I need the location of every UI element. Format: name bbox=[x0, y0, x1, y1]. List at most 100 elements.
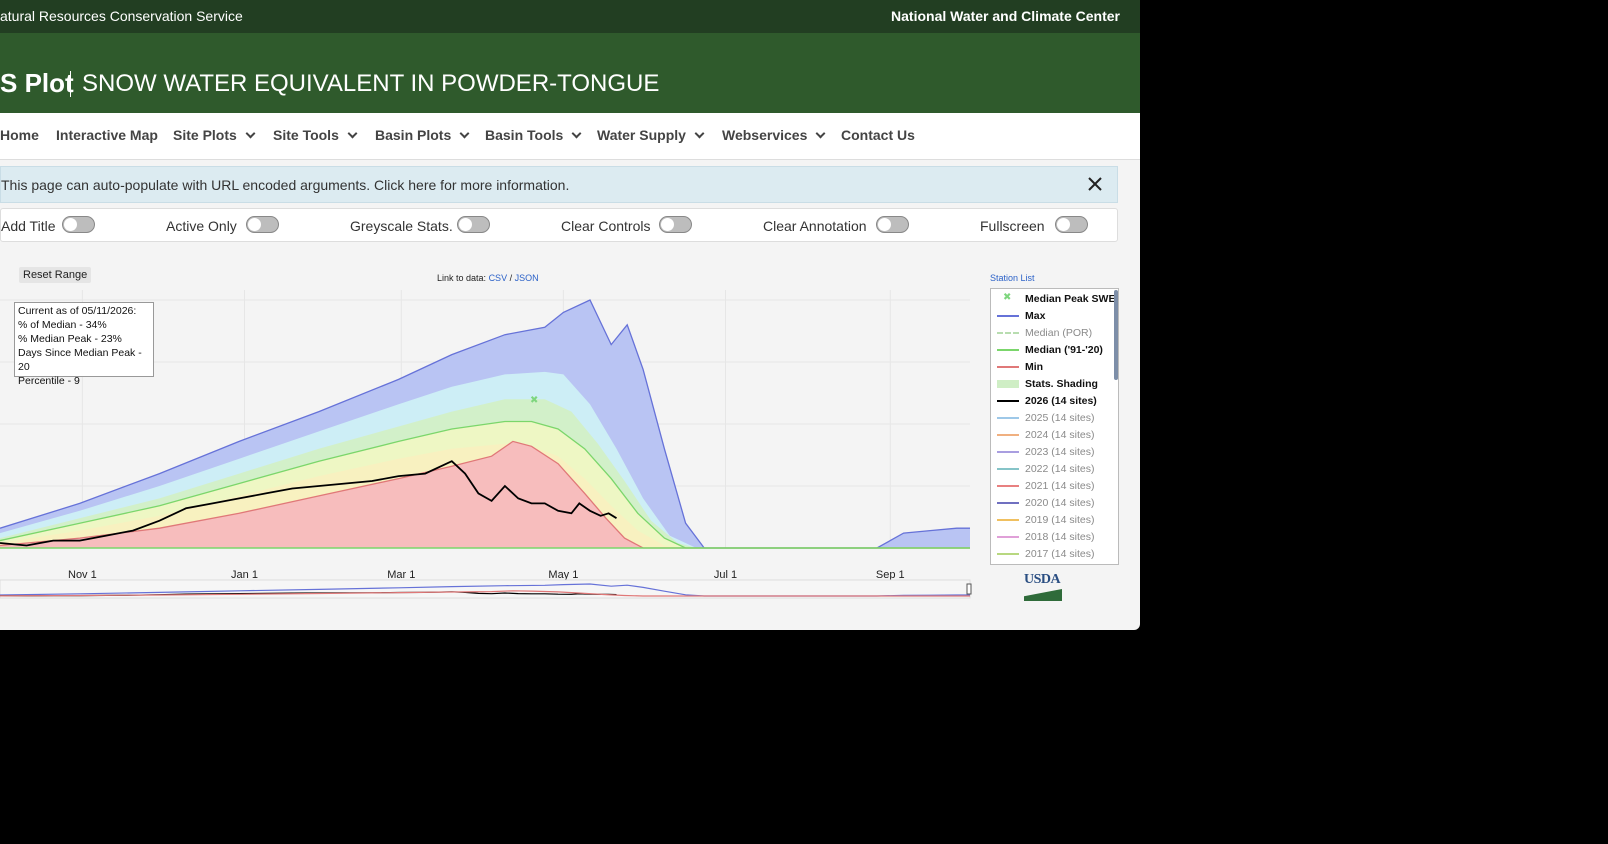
status-line: % of Median - 34% bbox=[18, 319, 107, 331]
info-text[interactable]: This page can auto-populate with URL enc… bbox=[1, 177, 570, 193]
status-line: Current as of 05/11/2026: bbox=[18, 305, 137, 317]
usda-logo: USDA bbox=[1024, 572, 1062, 602]
legend-item[interactable]: 2024 (14 sites) bbox=[991, 427, 1118, 444]
legend-item[interactable]: Stats. Shading bbox=[991, 376, 1118, 393]
legend-label: Max bbox=[1025, 310, 1046, 322]
legend-swatch bbox=[997, 315, 1019, 317]
legend-item[interactable]: Min bbox=[991, 359, 1118, 376]
nav-interactive-map[interactable]: Interactive Map bbox=[56, 127, 158, 143]
x-tick-label: May 1 bbox=[548, 569, 578, 581]
link-separator: / bbox=[509, 273, 513, 283]
close-icon[interactable] bbox=[1085, 174, 1105, 194]
legend-item[interactable]: 2021 (14 sites) bbox=[991, 478, 1118, 495]
toggle-bar: Add Title Active Only Greyscale Stats. C… bbox=[0, 208, 1118, 242]
title-divider bbox=[70, 71, 71, 97]
swe-chart[interactable]: ✖ Nov 1 Jan 1 Mar 1 May 1 Jul 1 Sep 1 bbox=[0, 280, 980, 620]
legend-item[interactable]: ✖ Median Peak SWE bbox=[991, 291, 1118, 308]
legend-label: 2026 (14 sites) bbox=[1025, 395, 1097, 407]
legend-item[interactable]: Max bbox=[991, 308, 1118, 325]
status-line: Percentile - 9 bbox=[18, 375, 80, 387]
legend-label: Min bbox=[1025, 361, 1044, 373]
toggle-knob bbox=[1057, 218, 1070, 231]
legend-swatch bbox=[997, 451, 1019, 453]
nav-contact-us[interactable]: Contact Us bbox=[841, 127, 915, 143]
legend-item[interactable]: 2026 (14 sites) bbox=[991, 393, 1118, 410]
toggle-knob bbox=[878, 218, 891, 231]
toggle-greyscale-stats[interactable] bbox=[457, 216, 490, 233]
reset-range-button[interactable]: Reset Range bbox=[19, 267, 92, 283]
legend-item[interactable]: 2019 (14 sites) bbox=[991, 512, 1118, 529]
legend-label: 2017 (14 sites) bbox=[1025, 548, 1095, 560]
legend-swatch bbox=[997, 502, 1019, 504]
nav-basin-plots[interactable]: Basin Plots bbox=[375, 127, 470, 143]
chevron-down-icon bbox=[571, 128, 582, 139]
legend-item[interactable]: 2020 (14 sites) bbox=[991, 495, 1118, 512]
toggle-label-clear-annotation: Clear Annotation bbox=[763, 218, 867, 234]
x-tick-label: Jul 1 bbox=[714, 569, 737, 581]
x-tick-label: Nov 1 bbox=[68, 569, 97, 581]
toggle-label-add-title: Add Title bbox=[1, 218, 56, 234]
toggle-knob bbox=[64, 218, 77, 231]
series-line bbox=[0, 299, 970, 549]
info-banner[interactable]: This page can auto-populate with URL enc… bbox=[0, 166, 1118, 203]
legend-label: 2022 (14 sites) bbox=[1025, 463, 1095, 475]
main-nav: Home Interactive Map Site Plots Site Too… bbox=[0, 113, 1140, 160]
legend-item[interactable]: 2023 (14 sites) bbox=[991, 444, 1118, 461]
link-to-data: Link to data: CSV / JSON bbox=[437, 273, 539, 283]
legend-label: 2018 (14 sites) bbox=[1025, 531, 1095, 543]
chart-legend: ✖ Median Peak SWE Max Median (POR) Median ('… bbox=[990, 288, 1119, 565]
legend-item[interactable]: Median (POR) bbox=[991, 325, 1118, 342]
station-list-link[interactable]: Station List bbox=[990, 273, 1035, 283]
legend-label: 2019 (14 sites) bbox=[1025, 514, 1095, 526]
nav-home[interactable]: Home bbox=[0, 127, 39, 143]
toggle-label-fullscreen: Fullscreen bbox=[980, 218, 1045, 234]
toggle-clear-annotation[interactable] bbox=[876, 216, 909, 233]
legend-scrollbar[interactable] bbox=[1114, 290, 1118, 380]
legend-marker-icon: ✖ bbox=[1003, 292, 1012, 303]
nav-basin-tools[interactable]: Basin Tools bbox=[485, 127, 582, 143]
toggle-knob bbox=[459, 218, 472, 231]
legend-swatch bbox=[997, 417, 1019, 419]
status-box: Current as of 05/11/2026: % of Median - … bbox=[14, 302, 154, 387]
chevron-down-icon bbox=[694, 128, 705, 139]
legend-item[interactable]: Median ('91-'20) bbox=[991, 342, 1118, 359]
nav-site-tools[interactable]: Site Tools bbox=[273, 127, 358, 143]
nav-site-plots[interactable]: Site Plots bbox=[173, 127, 256, 143]
toggle-add-title[interactable] bbox=[62, 216, 95, 233]
legend-swatch bbox=[997, 400, 1019, 402]
legend-swatch bbox=[997, 553, 1019, 555]
legend-swatch bbox=[997, 366, 1019, 368]
nav-water-supply[interactable]: Water Supply bbox=[597, 127, 705, 143]
legend-swatch bbox=[997, 380, 1019, 388]
legend-swatch bbox=[997, 485, 1019, 487]
toggle-label-greyscale-stats: Greyscale Stats. bbox=[350, 218, 453, 234]
csv-link[interactable]: CSV bbox=[488, 273, 508, 283]
toggle-label-clear-controls: Clear Controls bbox=[561, 218, 651, 234]
nav-webservices[interactable]: Webservices bbox=[722, 127, 826, 143]
legend-item[interactable]: 2018 (14 sites) bbox=[991, 529, 1118, 546]
median-peak-marker: ✖ bbox=[530, 395, 538, 406]
center-name[interactable]: National Water and Climate Center bbox=[891, 8, 1120, 24]
legend-item[interactable]: 2022 (14 sites) bbox=[991, 461, 1118, 478]
legend-swatch bbox=[997, 468, 1019, 470]
toggle-active-only[interactable] bbox=[246, 216, 279, 233]
x-tick-label: Mar 1 bbox=[387, 569, 415, 581]
series-line bbox=[0, 420, 970, 549]
usda-logo-text: USDA bbox=[1024, 572, 1061, 587]
series-line bbox=[0, 440, 970, 549]
chevron-down-icon bbox=[245, 128, 256, 139]
agency-name[interactable]: atural Resources Conservation Service bbox=[0, 8, 243, 24]
chevron-down-icon bbox=[459, 128, 470, 139]
page-subtitle: SNOW WATER EQUIVALENT IN POWDER-TONGUE bbox=[82, 70, 660, 97]
status-line: Days Since Median Peak - 20 bbox=[18, 347, 142, 373]
x-tick-label: Sep 1 bbox=[876, 569, 905, 581]
toggle-clear-controls[interactable] bbox=[659, 216, 692, 233]
legend-item[interactable]: 2025 (14 sites) bbox=[991, 410, 1118, 427]
toggle-fullscreen[interactable] bbox=[1055, 216, 1088, 233]
legend-swatch bbox=[997, 332, 1019, 334]
legend-swatch bbox=[997, 434, 1019, 436]
legend-item[interactable]: 2017 (14 sites) bbox=[991, 546, 1118, 563]
usda-logo-hill bbox=[1024, 589, 1062, 601]
json-link[interactable]: JSON bbox=[514, 273, 539, 283]
legend-label: 2024 (14 sites) bbox=[1025, 429, 1095, 441]
